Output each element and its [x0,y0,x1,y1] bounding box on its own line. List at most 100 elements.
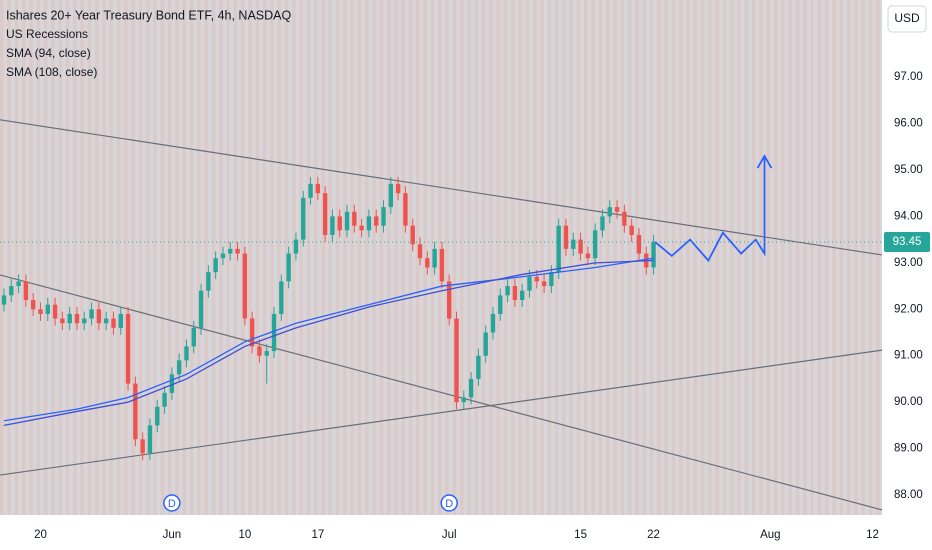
x-tick-label: 15 [574,529,587,541]
candle-body [483,332,488,356]
candle-body [279,281,284,314]
candle-body [432,248,437,268]
candle-body [352,211,357,226]
candle-body [38,309,43,314]
candle-body [359,225,364,231]
candle-body [264,351,269,356]
candle-body [578,239,583,254]
candle-body [111,318,116,328]
candle-body [366,216,372,231]
candle-body [381,207,386,226]
candle-body [162,392,167,407]
candle-body [549,272,554,287]
candle-body [629,225,634,235]
candle-body [301,197,306,240]
candle-body [344,211,350,231]
candle-body [184,346,189,361]
legend-label: SMA (108, close) [6,65,97,79]
candle-body [636,234,642,254]
y-tick-label: 93.00 [894,257,923,269]
price-axis [882,0,932,550]
candle-body [395,183,401,194]
candle-body [417,244,423,259]
candle-body [271,313,277,352]
candle-body [140,439,145,454]
candle-body [476,355,481,379]
candle-body [563,225,569,249]
candle-body [1,295,7,305]
y-tick-label: 91.00 [894,350,923,362]
x-tick-label: 17 [311,529,324,541]
y-tick-label: 95.00 [894,164,923,176]
candle-body [614,207,620,212]
candle-body [89,309,94,319]
sma-line [3,259,654,427]
candle-body [330,216,335,235]
arrow-head [756,154,773,169]
candle-body [622,211,627,226]
last-price-box [884,231,930,252]
candle-body [155,406,160,426]
y-tick-label: 92.00 [894,303,923,315]
candle-body [607,207,612,217]
trendline [0,119,883,256]
candle-body [31,299,36,310]
candle-body [52,304,58,319]
candle-body [403,193,408,226]
candle-body [16,281,21,287]
sma-line [3,257,654,422]
candle-body [600,216,605,231]
candle-body [527,276,532,291]
candle-body [454,318,459,403]
candle-body [9,286,14,296]
candle-body [23,281,29,300]
candle-body [45,304,51,314]
candle-body [206,272,211,291]
candle-body [242,253,248,319]
trendline [0,349,883,476]
candle-body [249,318,255,347]
trendline [0,274,883,511]
candle-body [425,258,430,268]
candle-body [176,360,182,375]
candle-body [374,216,379,226]
candle-body [103,318,109,324]
candle-body [651,241,656,268]
candle-body [82,318,87,324]
candle-body [213,258,218,273]
candle-body [315,183,321,194]
candle-body [228,248,233,254]
candle-body [235,248,240,254]
candle-body [191,327,196,347]
candle-body [519,290,525,300]
y-tick-label: 90.00 [894,396,923,408]
candle-body [220,253,226,259]
candle-body [447,281,452,319]
candle-body [125,313,131,384]
last-price-label: 93.45 [893,236,922,248]
dividend-label: D [445,498,453,510]
candle-body [490,313,496,333]
candle-body [118,313,123,328]
candle-body [198,290,204,328]
candle-body [410,225,415,245]
candle-body [585,253,591,259]
indicator-label: US Recessions [6,27,88,41]
candle-body [534,276,539,282]
dividend-marker [163,494,181,512]
candle-body [322,193,328,235]
time-axis [0,515,882,550]
y-tick-label: 94.00 [894,210,923,222]
currency-label: USD [894,11,920,25]
currency-button[interactable] [887,5,927,33]
projection-path [654,156,766,263]
dividend-marker [440,494,458,512]
candle-body [147,425,153,454]
y-tick-label: 89.00 [894,443,923,455]
x-tick-label: Jul [442,529,457,541]
x-tick-label: Aug [760,529,780,541]
y-tick-label: 96.00 [894,118,923,130]
candle-body [571,239,576,249]
